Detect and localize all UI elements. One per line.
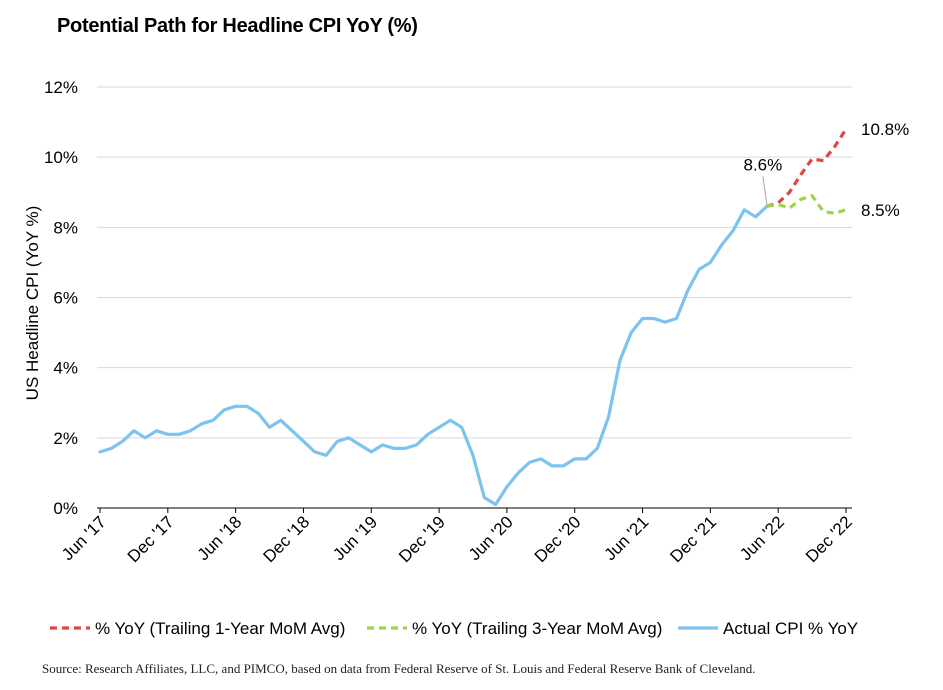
- legend-label: % YoY (Trailing 1-Year MoM Avg): [95, 619, 345, 638]
- x-tick-label: Dec '17: [124, 512, 178, 566]
- legend-label: % YoY (Trailing 3-Year MoM Avg): [412, 619, 662, 638]
- y-tick-label: 6%: [53, 289, 78, 308]
- series-line: [766, 128, 848, 208]
- annotation-label: 10.8%: [861, 120, 909, 139]
- series-lines: [98, 128, 848, 507]
- y-axis-tick-labels: 0% 2% 4% 6% 8% 10% 12%: [44, 78, 78, 518]
- x-axis-tick-labels: Jun '17 Dec '17 Jun '18 Dec '18 Jun '19 Dec '…: [58, 512, 856, 566]
- x-tick-label: Jun '17: [58, 512, 110, 564]
- chart-title: Potential Path for Headline CPI YoY (%): [57, 15, 418, 37]
- x-tick-label: Jun '18: [194, 512, 246, 564]
- y-tick-label: 2%: [53, 429, 78, 448]
- y-tick-label: 10%: [44, 148, 78, 167]
- gridlines: [97, 86, 852, 439]
- y-axis-label: US Headline CPI (YoY %): [23, 206, 42, 401]
- x-tick-label: Jun '22: [736, 512, 788, 564]
- y-tick-label: 0%: [53, 499, 78, 518]
- annotations: 8.6% 10.8% 8.5%: [744, 120, 910, 220]
- y-tick-label: 8%: [53, 218, 78, 237]
- x-tick-label: Dec '20: [531, 512, 585, 566]
- annotation-leader: [762, 176, 768, 205]
- annotation-label: 8.6%: [744, 155, 783, 174]
- x-tick-label: Dec '22: [802, 512, 856, 566]
- x-tick-label: Dec '18: [259, 512, 313, 566]
- series-line: [766, 194, 847, 215]
- annotation-label: 8.5%: [861, 201, 900, 220]
- legend-label: Actual CPI % YoY: [723, 619, 858, 638]
- x-tick-label: Dec '21: [666, 512, 720, 566]
- x-axis: [97, 507, 852, 513]
- x-tick-label: Jun '19: [329, 512, 381, 564]
- series-line: [98, 204, 769, 507]
- y-tick-label: 4%: [53, 359, 78, 378]
- y-tick-label: 12%: [44, 78, 78, 97]
- source-note: Source: Research Affiliates, LLC, and PI…: [42, 661, 756, 676]
- x-tick-label: Jun '20: [465, 512, 517, 564]
- x-tick-label: Jun '21: [601, 512, 653, 564]
- x-tick-label: Dec '19: [395, 512, 449, 566]
- legend: % YoY (Trailing 1-Year MoM Avg) % YoY (Tr…: [50, 619, 858, 638]
